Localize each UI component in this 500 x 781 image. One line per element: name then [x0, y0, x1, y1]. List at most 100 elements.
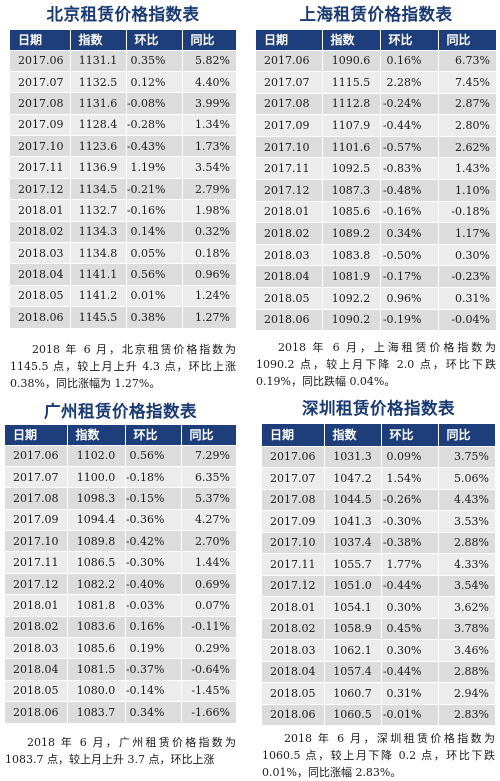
cell-date: 2017.12 [262, 575, 325, 597]
cell-index: 1134.8 [70, 242, 127, 265]
cell-index: 1128.4 [70, 114, 127, 137]
cell-yoy: 2.62% [438, 136, 496, 159]
cell-mom: 0.45% [381, 618, 439, 640]
cell-date: 2018.06 [10, 306, 71, 329]
column-header-mom: 环比 [380, 30, 439, 51]
cell-index: 1044.5 [324, 489, 382, 511]
column-header-mom: 环比 [126, 30, 183, 51]
cell-index: 1092.5 [322, 157, 381, 181]
table-row: 2018.01 1081.8 -0.03% 0.07% [5, 594, 236, 617]
cell-index: 1085.6 [67, 637, 126, 660]
cell-mom: -0.28% [126, 114, 183, 137]
cell-mom: 0.14% [126, 221, 183, 244]
cell-mom: 0.05% [126, 242, 183, 265]
cell-date: 2017.12 [5, 573, 68, 596]
cell-index: 1058.9 [324, 618, 382, 640]
table-row: 2018.03 1062.1 0.30% 3.46% [262, 639, 495, 662]
shanghai-title: 上海租赁价格指数表 [299, 5, 453, 24]
cell-mom: 1.77% [381, 553, 439, 576]
table-row: 2017.08 1098.3 -0.15% 5.37% [5, 487, 236, 510]
cell-mom: -0.19% [380, 309, 439, 332]
table-row: 2017.07 1115.5 2.28% 7.45% [256, 71, 496, 94]
column-header-index: 指数 [322, 30, 381, 51]
cell-mom: 0.38% [126, 306, 183, 329]
cell-index: 1083.6 [67, 616, 126, 639]
table-row: 2017.06 1131.1 0.35% 5.82% [10, 50, 236, 72]
cell-mom: -0.38% [381, 532, 439, 554]
cell-yoy: 3.78% [438, 618, 495, 640]
beijing-caption: 2018 年 6 月，北京租赁价格指数为 1145.5 点，较上月上升 4.3 … [10, 342, 236, 390]
cell-yoy: 1.24% [182, 285, 236, 308]
cell-yoy: 3.99% [182, 92, 236, 115]
cell-mom: -0.42% [125, 530, 182, 553]
cell-yoy: 1.10% [438, 179, 496, 202]
table-row: 2017.08 1044.5 -0.26% 4.43% [262, 489, 495, 511]
table-header-row: 日期 指数 环比 同比 [262, 424, 495, 447]
cell-yoy: -0.18% [438, 201, 496, 224]
column-header-date: 日期 [5, 425, 68, 446]
cell-yoy: 3.54% [438, 575, 495, 597]
cell-index: 1098.3 [67, 487, 126, 510]
table-header-row: 日期 指数 环比 同比 [10, 30, 236, 51]
cell-yoy: 3.53% [438, 510, 495, 533]
cell-date: 2017.07 [5, 466, 68, 489]
table-row: 2017.11 1136.9 1.19% 3.54% [10, 156, 236, 179]
cell-index: 1094.4 [67, 509, 126, 532]
column-header-yoy: 同比 [181, 425, 236, 446]
cell-mom: -0.18% [125, 466, 182, 489]
table-row: 2018.03 1085.6 0.19% 0.29% [5, 637, 236, 660]
table-row: 2017.11 1086.5 -0.30% 1.44% [5, 551, 236, 574]
table-row: 2017.09 1107.9 -0.44% 2.80% [256, 114, 496, 137]
column-header-date: 日期 [256, 30, 323, 51]
cell-date: 2018.04 [5, 658, 68, 681]
cell-date: 2018.03 [5, 637, 68, 660]
table-row: 2017.10 1089.8 -0.42% 2.70% [5, 530, 236, 553]
cell-date: 2017.08 [256, 93, 323, 116]
guangzhou-title: 广州租赁价格指数表 [44, 402, 197, 421]
cell-date: 2018.03 [256, 244, 323, 267]
cell-yoy: 0.69% [181, 573, 236, 596]
cell-index: 1132.7 [70, 199, 127, 222]
cell-index: 1089.8 [67, 530, 126, 553]
cell-date: 2017.12 [256, 179, 323, 202]
cell-index: 1132.5 [70, 71, 127, 94]
cell-index: 1123.6 [70, 135, 127, 158]
cell-index: 1100.0 [67, 466, 126, 489]
cell-yoy: 5.82% [182, 50, 236, 72]
cell-index: 1060.7 [324, 682, 382, 705]
cell-date: 2017.09 [5, 509, 68, 532]
cell-mom: -0.08% [126, 92, 183, 115]
cell-mom: -0.21% [126, 178, 183, 201]
cell-yoy: 3.62% [438, 596, 495, 619]
cell-mom: -0.44% [380, 114, 439, 137]
table-row: 2018.04 1081.5 -0.37% -0.64% [5, 658, 236, 681]
table-header-row: 日期 指数 环比 同比 [5, 425, 236, 446]
cell-yoy: 2.70% [181, 530, 236, 553]
cell-date: 2018.01 [5, 594, 68, 617]
cell-yoy: -1.45% [181, 680, 236, 703]
table-row: 2018.02 1058.9 0.45% 3.78% [262, 618, 495, 640]
cell-index: 1112.8 [322, 93, 381, 116]
cell-date: 2017.11 [262, 553, 325, 576]
table-row: 2018.06 1145.5 0.38% 1.27% [10, 306, 236, 329]
cell-yoy: 1.43% [438, 157, 496, 181]
cell-date: 2018.03 [10, 242, 71, 265]
cell-index: 1131.6 [70, 92, 127, 115]
column-header-index: 指数 [324, 424, 382, 447]
cell-index: 1081.9 [322, 265, 381, 289]
table-row: 2018.04 1141.1 0.56% 0.96% [10, 263, 236, 286]
cell-mom: -0.44% [381, 661, 439, 683]
cell-mom: -0.16% [380, 201, 439, 224]
cell-mom: 0.12% [126, 71, 183, 94]
cell-date: 2018.02 [5, 616, 68, 639]
shenzhen-caption: 2018 年 6 月，深圳租赁价格指数为 1060.5 点，较上月下降 0.2 … [262, 732, 495, 779]
cell-yoy: 5.37% [181, 487, 236, 510]
cell-date: 2018.01 [262, 596, 325, 619]
shanghai-panel: 上海租赁价格指数表 日期 指数 环比 同比 2017.06 1090.6 0.16% 6.73… [256, 0, 496, 390]
cell-yoy: 1.27% [182, 306, 236, 329]
cell-date: 2017.07 [256, 71, 323, 94]
guangzhou-panel: 广州租赁价格指数表 日期 指数 环比 同比 2017.06 1102.0 0.56% 7.29… [5, 398, 236, 768]
cell-yoy: 4.40% [182, 71, 236, 94]
column-header-yoy: 同比 [182, 30, 236, 51]
cell-date: 2017.08 [5, 487, 68, 510]
